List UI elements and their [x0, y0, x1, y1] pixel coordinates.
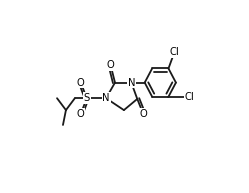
Text: O: O [139, 109, 147, 119]
Text: Cl: Cl [170, 47, 179, 57]
Text: O: O [107, 60, 114, 70]
Text: N: N [102, 93, 110, 103]
Text: O: O [77, 109, 85, 119]
Text: S: S [84, 93, 90, 103]
Text: O: O [77, 78, 85, 88]
Text: N: N [127, 78, 135, 88]
Text: Cl: Cl [185, 92, 194, 102]
